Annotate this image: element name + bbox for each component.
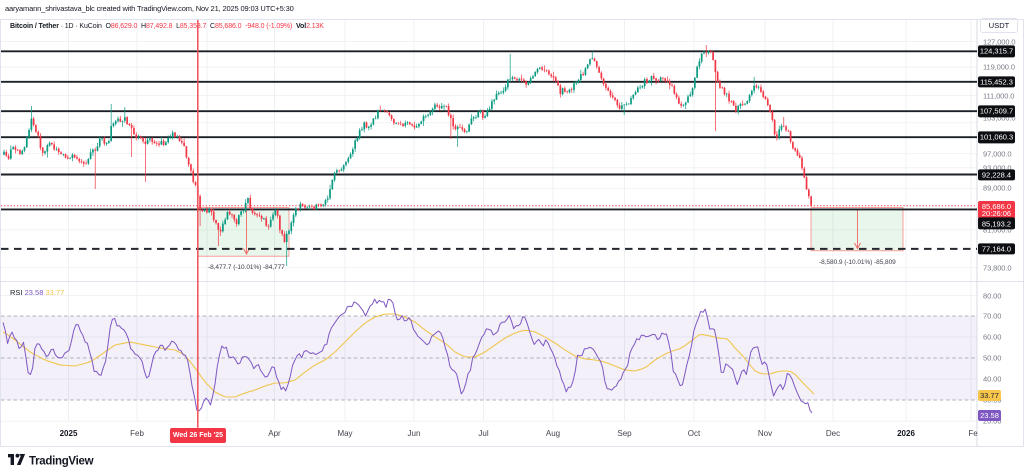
svg-text:TradingView: TradingView (29, 456, 94, 468)
